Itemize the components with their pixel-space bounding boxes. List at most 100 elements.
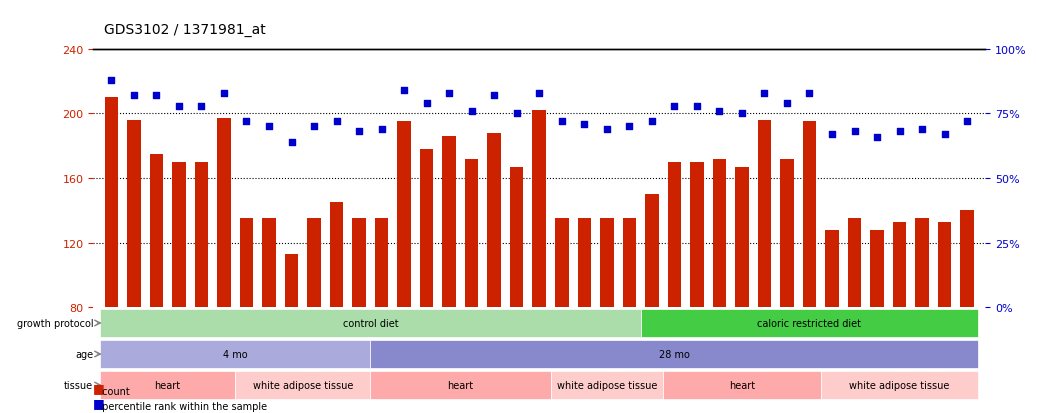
FancyBboxPatch shape bbox=[101, 371, 235, 399]
Point bbox=[508, 111, 525, 117]
Bar bbox=[420, 150, 433, 413]
Bar bbox=[149, 154, 163, 413]
Point bbox=[441, 90, 457, 97]
FancyBboxPatch shape bbox=[370, 340, 978, 368]
Bar bbox=[916, 219, 929, 413]
Point bbox=[306, 124, 323, 131]
Point bbox=[148, 93, 165, 99]
Bar bbox=[128, 121, 141, 413]
Point bbox=[464, 108, 480, 115]
Bar bbox=[262, 219, 276, 413]
Bar bbox=[960, 211, 974, 413]
Point bbox=[779, 100, 795, 107]
Bar bbox=[645, 195, 658, 413]
Point bbox=[598, 126, 615, 133]
Bar bbox=[374, 219, 388, 413]
Point bbox=[869, 134, 886, 140]
Point bbox=[936, 131, 953, 138]
Bar bbox=[285, 254, 299, 413]
Point bbox=[914, 126, 930, 133]
Bar bbox=[825, 230, 839, 413]
Bar bbox=[397, 122, 411, 413]
Point bbox=[576, 121, 592, 128]
Bar bbox=[712, 159, 726, 413]
Point bbox=[846, 129, 863, 135]
Text: control diet: control diet bbox=[342, 318, 398, 328]
Point bbox=[351, 129, 367, 135]
FancyBboxPatch shape bbox=[101, 309, 641, 337]
Point bbox=[260, 124, 277, 131]
Point bbox=[756, 90, 773, 97]
Bar bbox=[353, 219, 366, 413]
Text: ■: ■ bbox=[93, 396, 105, 409]
Point bbox=[418, 100, 435, 107]
Text: 4 mo: 4 mo bbox=[223, 349, 248, 359]
Bar bbox=[532, 111, 546, 413]
Bar bbox=[465, 159, 478, 413]
Text: growth protocol: growth protocol bbox=[17, 318, 93, 328]
Bar bbox=[240, 219, 253, 413]
Point bbox=[666, 103, 682, 109]
Point bbox=[373, 126, 390, 133]
Bar bbox=[893, 222, 906, 413]
Bar bbox=[510, 167, 524, 413]
Bar bbox=[105, 98, 118, 413]
FancyBboxPatch shape bbox=[663, 371, 820, 399]
Point bbox=[823, 131, 840, 138]
Bar bbox=[443, 137, 456, 413]
Text: ■: ■ bbox=[93, 382, 105, 394]
Point bbox=[531, 90, 548, 97]
Bar bbox=[578, 219, 591, 413]
Point bbox=[802, 90, 818, 97]
Text: age: age bbox=[76, 349, 93, 359]
Point bbox=[733, 111, 750, 117]
Text: white adipose tissue: white adipose tissue bbox=[557, 380, 657, 390]
Bar bbox=[803, 122, 816, 413]
Text: white adipose tissue: white adipose tissue bbox=[849, 380, 950, 390]
Text: heart: heart bbox=[447, 380, 474, 390]
FancyBboxPatch shape bbox=[551, 371, 663, 399]
Text: tissue: tissue bbox=[64, 380, 93, 390]
FancyBboxPatch shape bbox=[370, 371, 551, 399]
Bar bbox=[668, 162, 681, 413]
Point bbox=[621, 124, 638, 131]
FancyBboxPatch shape bbox=[235, 371, 370, 399]
Bar bbox=[555, 219, 568, 413]
Point bbox=[891, 129, 907, 135]
Point bbox=[486, 93, 503, 99]
Point bbox=[959, 119, 976, 125]
Point bbox=[329, 119, 345, 125]
Bar bbox=[780, 159, 793, 413]
Text: 28 mo: 28 mo bbox=[658, 349, 690, 359]
Point bbox=[644, 119, 661, 125]
Bar bbox=[622, 219, 636, 413]
Point bbox=[711, 108, 728, 115]
Bar bbox=[937, 222, 951, 413]
Text: percentile rank within the sample: percentile rank within the sample bbox=[99, 401, 267, 411]
Bar bbox=[487, 133, 501, 413]
Text: white adipose tissue: white adipose tissue bbox=[253, 380, 353, 390]
FancyBboxPatch shape bbox=[101, 340, 370, 368]
Bar bbox=[870, 230, 884, 413]
Text: heart: heart bbox=[729, 380, 755, 390]
Bar bbox=[330, 203, 343, 413]
Bar bbox=[217, 119, 230, 413]
Point bbox=[193, 103, 209, 109]
Bar bbox=[600, 219, 614, 413]
Bar bbox=[172, 162, 186, 413]
Point bbox=[216, 90, 232, 97]
Point bbox=[689, 103, 705, 109]
Bar bbox=[307, 219, 320, 413]
Text: GDS3102 / 1371981_at: GDS3102 / 1371981_at bbox=[104, 23, 265, 37]
Bar bbox=[848, 219, 862, 413]
Point bbox=[103, 77, 119, 84]
Text: heart: heart bbox=[155, 380, 180, 390]
Point bbox=[239, 119, 255, 125]
Bar bbox=[758, 121, 772, 413]
FancyBboxPatch shape bbox=[641, 309, 978, 337]
Bar bbox=[735, 167, 749, 413]
Point bbox=[125, 93, 142, 99]
Bar bbox=[195, 162, 208, 413]
Point bbox=[171, 103, 188, 109]
Point bbox=[396, 88, 413, 94]
